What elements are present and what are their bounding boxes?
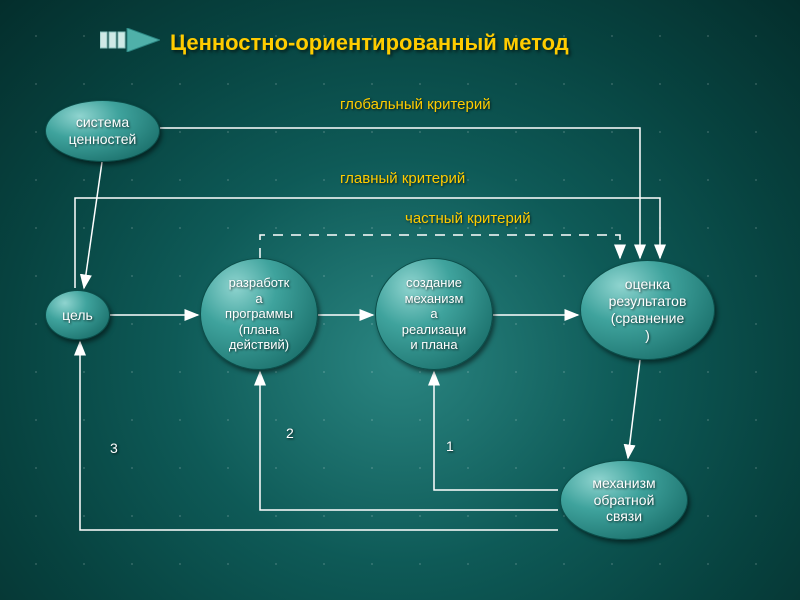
label-partial-criterion: частный критерий [405,210,531,227]
label-main-criterion: главный критерий [340,170,465,187]
node-label: оценка результатов (сравнение ) [609,276,687,343]
node-label: создание механизм а реализаци и плана [402,275,466,353]
node-evaluation: оценка результатов (сравнение ) [580,260,715,360]
node-label: механизм обратной связи [592,475,655,525]
feedback-number-2: 2 [286,425,294,441]
node-label: разработк а программы (плана действий) [225,275,293,353]
label-global-criterion: глобальный критерий [340,96,491,113]
node-values-system: система ценностей [45,100,160,162]
node-label: система ценностей [69,114,137,148]
feedback-number-1: 1 [446,438,454,454]
feedback-number-3: 3 [110,440,118,456]
node-label: цель [62,307,93,324]
node-feedback: механизм обратной связи [560,460,688,540]
diagram-title: Ценностно-ориентированный метод [170,30,569,56]
node-goal: цель [45,290,110,340]
node-mechanism: создание механизм а реализаци и плана [375,258,493,370]
node-program: разработк а программы (плана действий) [200,258,318,370]
